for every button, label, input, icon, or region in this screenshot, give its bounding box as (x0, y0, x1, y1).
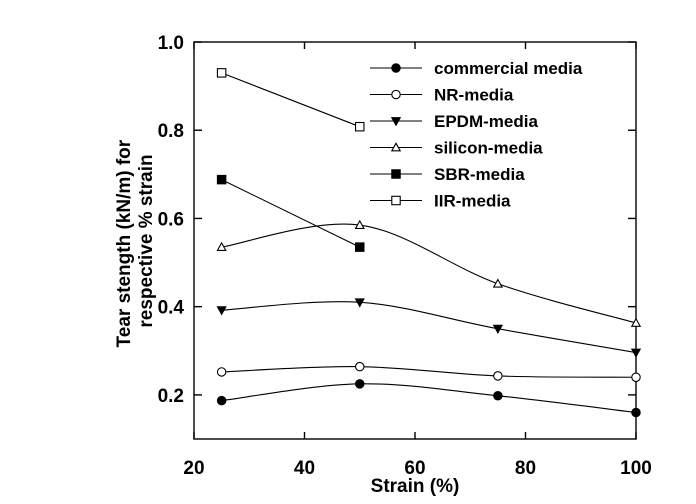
legend-marker (391, 63, 401, 73)
x-axis-ticks: 20 40 60 80 100 (183, 42, 652, 479)
legend-label: SBR-media (434, 165, 525, 184)
data-point (354, 242, 365, 252)
plot-frame (193, 41, 637, 440)
x-tick-label: 100 (620, 458, 652, 479)
legend-label: commercial media (434, 59, 583, 78)
data-point (216, 367, 227, 377)
data-point (354, 121, 365, 132)
x-tick-label: 20 (183, 458, 204, 479)
series-line (221, 223, 637, 324)
data-point (631, 372, 641, 382)
data-point (492, 324, 504, 335)
legend-marker (390, 117, 402, 127)
data-point (354, 219, 365, 229)
data-point (354, 379, 365, 389)
y-tick-label: 0.8 (158, 121, 184, 142)
legend-marker (391, 195, 401, 206)
data-point (354, 361, 365, 372)
series-markers (216, 68, 642, 418)
data-point (630, 348, 642, 358)
y-tick-label: 1.0 (158, 33, 184, 54)
y-axis-ticks: 0.2 0.4 0.6 0.8 1.0 (158, 33, 636, 407)
x-axis-title: Strain (%) (371, 476, 460, 497)
legend-label: IIR-media (434, 192, 511, 211)
y-tick-label: 0.4 (158, 298, 185, 319)
series-line (221, 366, 637, 378)
legend-marker (391, 89, 401, 100)
legend-label: silicon-media (434, 139, 543, 158)
data-point (354, 298, 365, 308)
y-axis-title: Tear stength (kN/m) for respective % str… (114, 135, 157, 348)
data-point (493, 371, 503, 381)
legend: commercial media NR-media EPDM-media silico… (370, 59, 583, 211)
data-point (216, 395, 227, 406)
series-lines (221, 72, 637, 414)
data-point (630, 317, 642, 327)
legend-marker (391, 169, 401, 179)
series-line (221, 301, 637, 354)
data-point (631, 407, 641, 418)
data-point (216, 306, 227, 316)
legend-label: NR-media (434, 86, 514, 105)
x-tick-label: 80 (515, 458, 536, 479)
data-point (493, 391, 503, 401)
y-tick-label: 0.2 (158, 386, 184, 407)
x-tick-label: 60 (404, 458, 425, 479)
y-tick-label: 0.6 (158, 209, 184, 230)
y-axis-title-line-2: respective % strain (136, 154, 157, 327)
data-point (216, 68, 227, 78)
legend-marker (390, 142, 402, 152)
legend-label: EPDM-media (434, 112, 538, 131)
x-tick-label: 40 (294, 458, 315, 479)
series-line (221, 383, 637, 414)
data-point (216, 174, 227, 185)
y-axis-title-line-1: Tear stength (kN/m) for (114, 139, 135, 347)
data-point (216, 241, 227, 252)
series-line (221, 72, 360, 128)
series-line (221, 179, 360, 248)
data-point (492, 278, 504, 288)
